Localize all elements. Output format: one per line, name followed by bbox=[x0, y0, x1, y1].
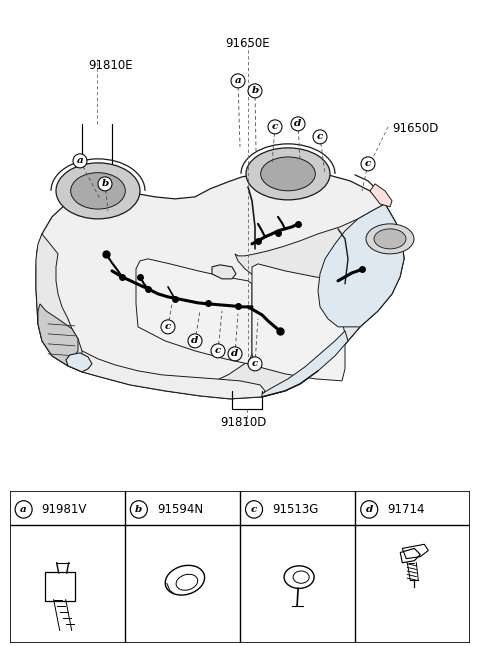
Text: b: b bbox=[135, 505, 143, 514]
Circle shape bbox=[245, 501, 263, 518]
Text: c: c bbox=[251, 505, 257, 514]
Text: b: b bbox=[101, 180, 108, 189]
Polygon shape bbox=[252, 264, 345, 381]
Text: 91810E: 91810E bbox=[88, 59, 132, 72]
Circle shape bbox=[268, 120, 282, 134]
Polygon shape bbox=[338, 277, 375, 341]
Text: a: a bbox=[20, 505, 27, 514]
Polygon shape bbox=[136, 259, 252, 364]
Text: 91650D: 91650D bbox=[392, 122, 438, 136]
Polygon shape bbox=[185, 204, 404, 397]
Text: a: a bbox=[235, 76, 241, 85]
Text: c: c bbox=[317, 132, 323, 141]
Circle shape bbox=[313, 130, 327, 144]
Circle shape bbox=[228, 347, 242, 361]
Text: 91810D: 91810D bbox=[220, 416, 266, 429]
Text: c: c bbox=[165, 322, 171, 331]
Text: 91513G: 91513G bbox=[272, 503, 318, 516]
Circle shape bbox=[361, 157, 375, 171]
Polygon shape bbox=[318, 204, 404, 327]
Polygon shape bbox=[36, 172, 404, 399]
Text: c: c bbox=[215, 346, 221, 355]
Circle shape bbox=[161, 320, 175, 334]
Polygon shape bbox=[66, 353, 92, 372]
Ellipse shape bbox=[246, 148, 330, 200]
Text: a: a bbox=[77, 156, 84, 165]
Polygon shape bbox=[370, 184, 392, 207]
Ellipse shape bbox=[366, 224, 414, 254]
Circle shape bbox=[73, 154, 87, 168]
Text: c: c bbox=[272, 122, 278, 131]
Text: d: d bbox=[294, 120, 301, 129]
Text: c: c bbox=[365, 160, 371, 169]
Polygon shape bbox=[262, 331, 348, 397]
Text: 91981V: 91981V bbox=[42, 503, 87, 516]
Circle shape bbox=[98, 177, 112, 191]
Circle shape bbox=[248, 357, 262, 371]
Ellipse shape bbox=[56, 163, 140, 219]
Circle shape bbox=[231, 74, 245, 88]
Text: d: d bbox=[231, 349, 239, 359]
Circle shape bbox=[211, 344, 225, 358]
Text: d: d bbox=[366, 505, 373, 514]
Ellipse shape bbox=[374, 229, 406, 249]
Text: 91650E: 91650E bbox=[226, 37, 270, 50]
Circle shape bbox=[130, 501, 147, 518]
Polygon shape bbox=[68, 329, 265, 399]
Circle shape bbox=[291, 117, 305, 131]
Circle shape bbox=[188, 334, 202, 348]
Text: c: c bbox=[252, 359, 258, 368]
Text: 91594N: 91594N bbox=[157, 503, 203, 516]
Polygon shape bbox=[212, 265, 236, 279]
Circle shape bbox=[15, 501, 32, 518]
Text: d: d bbox=[192, 337, 199, 346]
Ellipse shape bbox=[71, 172, 125, 209]
Polygon shape bbox=[36, 234, 82, 372]
Circle shape bbox=[248, 84, 262, 98]
Polygon shape bbox=[38, 304, 78, 366]
Circle shape bbox=[360, 501, 378, 518]
Text: 91714: 91714 bbox=[387, 503, 425, 516]
Ellipse shape bbox=[261, 157, 315, 191]
Text: b: b bbox=[252, 87, 259, 96]
